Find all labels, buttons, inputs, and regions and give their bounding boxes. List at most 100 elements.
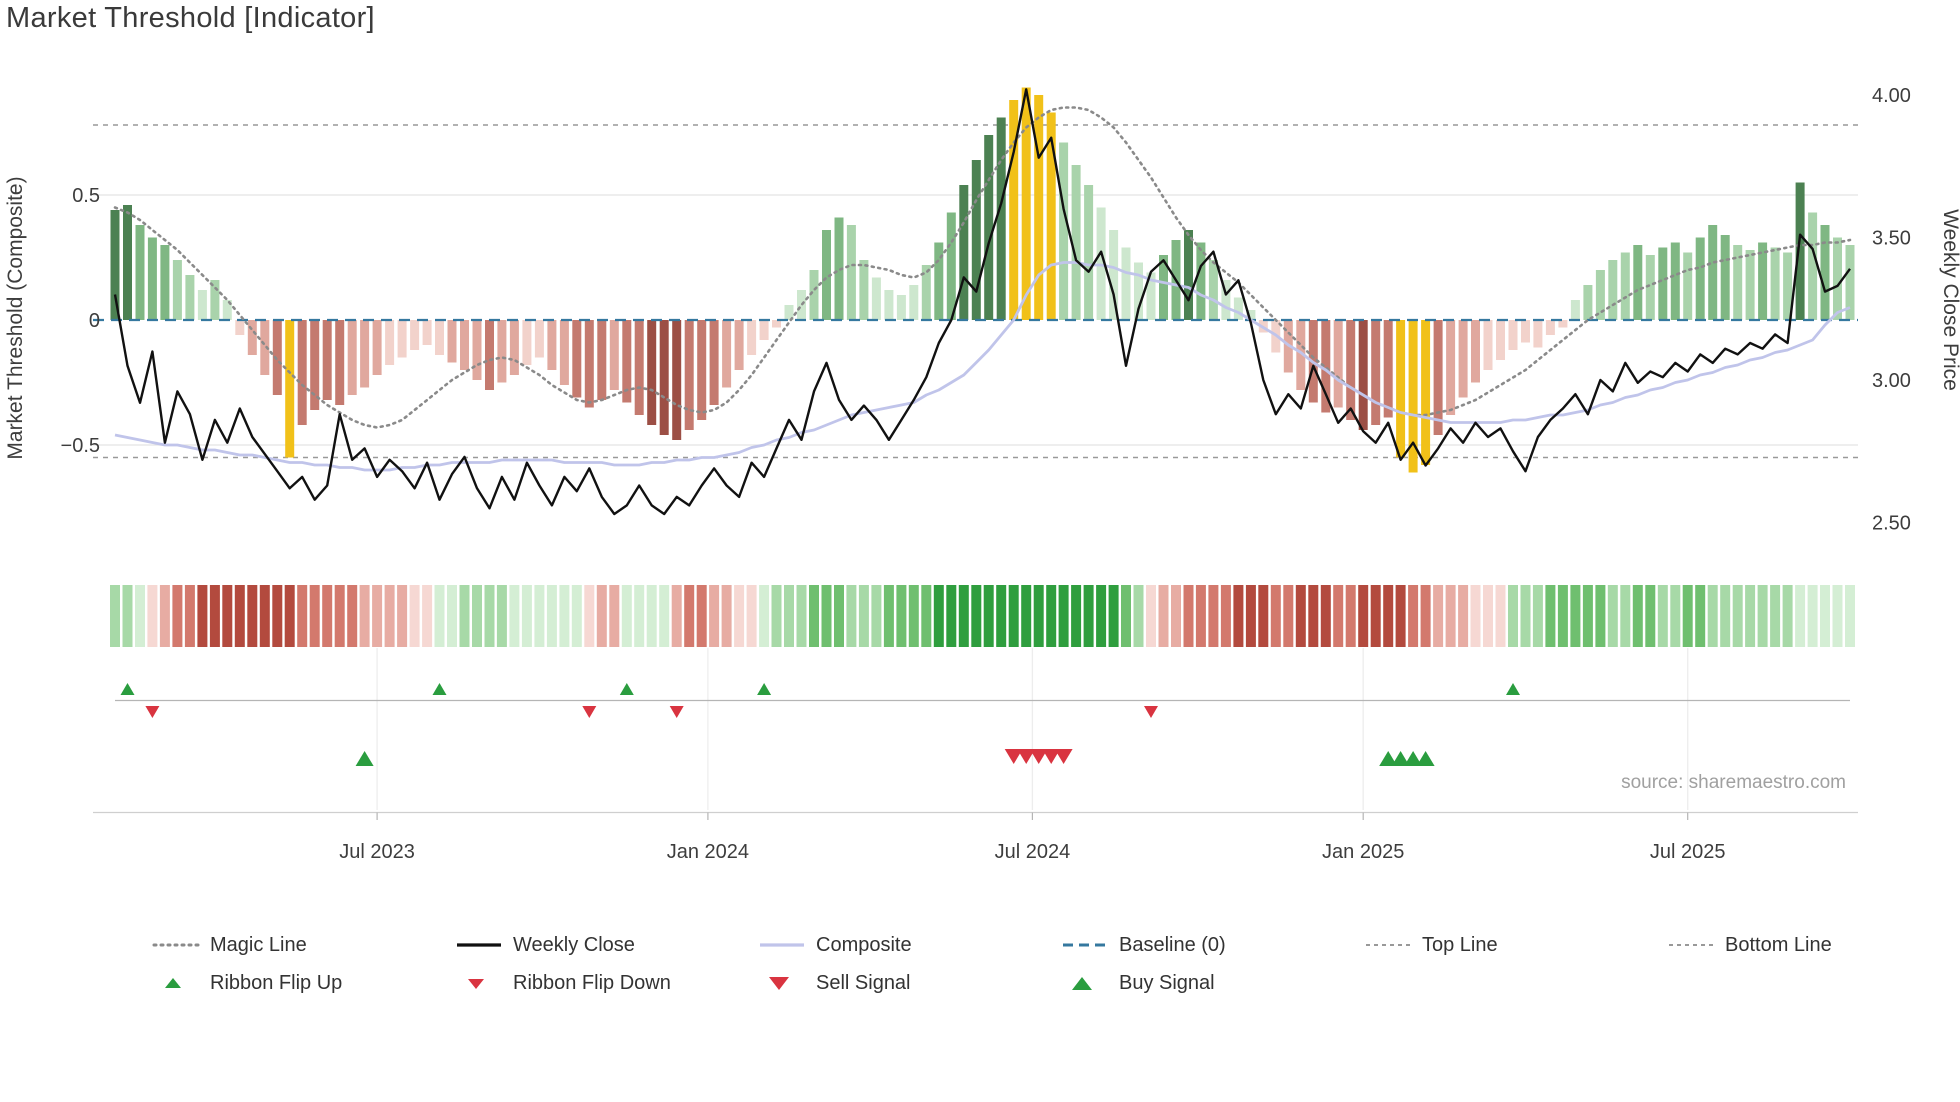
histogram-bar — [497, 320, 507, 383]
ribbon-cell — [484, 585, 495, 647]
ribbon-cell — [1657, 585, 1668, 647]
histogram-bar — [1021, 87, 1031, 320]
ribbon-cell — [933, 585, 944, 647]
ribbon-cell — [309, 585, 320, 647]
ribbon-cell — [1408, 585, 1419, 647]
histogram-bar — [946, 212, 956, 320]
buy-signal-swatch-icon — [1061, 973, 1109, 993]
histogram-bar — [572, 320, 582, 398]
buy-signal-marker — [355, 751, 374, 766]
ribbon-cell — [721, 585, 732, 647]
histogram-bar — [709, 320, 719, 405]
histogram-bar — [509, 320, 519, 375]
bottom-line-swatch-icon — [1667, 935, 1715, 955]
histogram-bar — [147, 237, 157, 320]
histogram-bar — [1009, 100, 1019, 320]
ribbon-cell — [1532, 585, 1543, 647]
histogram-bar — [485, 320, 494, 390]
composite-swatch-icon — [758, 935, 806, 955]
ribbon-cell — [1820, 585, 1830, 647]
histogram-bar — [1695, 237, 1705, 320]
ribbon-cell — [858, 585, 869, 647]
histogram-bar — [1121, 247, 1131, 320]
histogram-bar — [110, 210, 120, 320]
ribbon-cell — [222, 585, 233, 647]
legend-label: Top Line — [1422, 933, 1498, 956]
ribbon-cell — [1108, 585, 1119, 647]
ribbon-cell — [334, 585, 345, 647]
magic-line — [113, 106, 1852, 429]
x-axis-tick-label: Jul 2024 — [995, 841, 1071, 863]
ribbon-cell — [1395, 585, 1406, 647]
ribbon-cell — [1845, 585, 1855, 647]
ribbon-cell — [459, 585, 470, 647]
ribbon-cell — [1732, 585, 1743, 647]
ribbon-cell — [1570, 585, 1581, 647]
ribbon-cell — [409, 585, 420, 647]
ribbon-cell — [996, 585, 1007, 647]
histogram-bar — [547, 320, 557, 370]
histogram-bar — [884, 290, 894, 320]
ribbon-cell — [1607, 585, 1618, 647]
histogram-bar — [1620, 252, 1630, 320]
ribbon-cell — [896, 585, 907, 647]
chart-legend: Magic Line Weekly Close Composite Baseline … — [152, 930, 1960, 998]
ribbon-cell — [1183, 585, 1194, 647]
ribbon-cell — [122, 585, 133, 647]
price-tick-label: 4.00 — [1872, 85, 1911, 107]
histogram-bar — [1658, 247, 1668, 320]
histogram-bar — [1533, 320, 1543, 348]
ribbon-cell — [1807, 585, 1818, 647]
histogram-bar — [909, 285, 919, 320]
histogram-bar — [1795, 182, 1805, 320]
ribbon-cell — [184, 585, 195, 647]
ribbon-cell — [521, 585, 532, 647]
histogram-bar — [272, 320, 282, 395]
baseline-0-swatch-icon — [1061, 935, 1109, 955]
composite-line — [114, 261, 1851, 472]
ribbon-cell — [983, 585, 994, 647]
ribbon-cell — [1795, 585, 1806, 647]
histogram-bar — [385, 320, 395, 365]
legend-item-composite: Composite — [758, 930, 1061, 960]
histogram-bar — [559, 320, 569, 385]
legend-label: Baseline (0) — [1119, 933, 1226, 956]
ribbon-cell — [958, 585, 969, 647]
histogram-bar — [722, 320, 732, 388]
histogram-bar — [1521, 320, 1530, 343]
histogram-bar — [1396, 320, 1406, 458]
ribbon-cell — [696, 585, 707, 647]
legend-label: Magic Line — [210, 933, 307, 956]
ribbon-cell — [1220, 585, 1231, 647]
ribbon-cell — [1258, 585, 1269, 647]
histogram-bar — [996, 117, 1006, 320]
histogram-bar — [871, 277, 881, 320]
ribbon-cell — [1320, 585, 1331, 647]
histogram-bar — [1246, 310, 1256, 320]
histogram-bar — [747, 320, 757, 355]
ribbon-cell — [1632, 585, 1643, 647]
ribbon-cell — [359, 585, 370, 647]
y-axis-tick-label: 0.5 — [72, 185, 100, 207]
ribbon-cell — [1582, 585, 1593, 647]
histogram-bar — [1833, 237, 1842, 320]
sell-signal-marker — [1017, 749, 1036, 764]
histogram-bar — [684, 320, 694, 430]
y-axis-tick-label: 0 — [89, 310, 100, 332]
histogram-bar — [347, 320, 357, 395]
histogram-bar — [1046, 112, 1056, 320]
ribbon-cell — [447, 585, 457, 647]
histogram-bar — [634, 320, 644, 415]
histogram-bar — [784, 305, 794, 320]
ribbon-cell — [1058, 585, 1069, 647]
price-tick-label: 3.00 — [1872, 370, 1911, 392]
histogram-bar — [297, 320, 307, 425]
ribbon-cell — [1470, 585, 1481, 647]
histogram-bar — [672, 320, 682, 440]
histogram-bar — [1196, 242, 1206, 320]
ribbon-cell — [1508, 585, 1518, 647]
histogram-bar — [597, 320, 607, 400]
ribbon-cell — [821, 585, 832, 647]
ribbon-cell — [1083, 585, 1094, 647]
ribbon-cell — [1495, 585, 1506, 647]
